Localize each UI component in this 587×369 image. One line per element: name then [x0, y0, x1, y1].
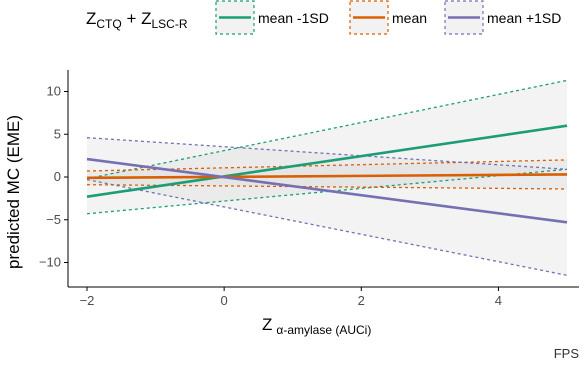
- series-line: [86, 124, 568, 198]
- series-line: [86, 173, 568, 180]
- ci-band: [87, 80, 567, 214]
- y-tick-label: −5: [46, 212, 61, 227]
- x-tick-label: 0: [221, 293, 228, 308]
- legend: ZCTQ + ZLSC-R mean -1SD mean mean +1SD: [86, 0, 561, 35]
- x-tick-label: −2: [80, 293, 95, 308]
- y-tick-label: 5: [54, 126, 61, 141]
- legend-label: mean -1SD: [258, 10, 329, 26]
- y-tick-label: 0: [54, 169, 61, 184]
- corner-label: FPS: [553, 346, 579, 361]
- x-tick-label: 2: [358, 293, 365, 308]
- ci-bound-line: [86, 79, 568, 180]
- series-line: [86, 157, 568, 224]
- y-axis-title: predicted MC (EME): [4, 115, 23, 269]
- ci-bound-line: [86, 137, 568, 170]
- legend-title: ZCTQ + ZLSC-R: [86, 9, 188, 31]
- y-axis-ticks: −10 −5 0 5 10: [39, 84, 68, 270]
- x-tick-label: 4: [495, 293, 502, 308]
- y-tick-label: 10: [47, 84, 61, 99]
- ci-band: [87, 137, 567, 276]
- x-axis-ticks: −2 0 2 4: [80, 287, 502, 308]
- y-tick-label: −10: [39, 255, 61, 270]
- legend-label: mean: [392, 10, 427, 26]
- legend-label: mean +1SD: [487, 10, 561, 26]
- ci-band: [87, 159, 567, 189]
- plot-panel: [86, 79, 568, 276]
